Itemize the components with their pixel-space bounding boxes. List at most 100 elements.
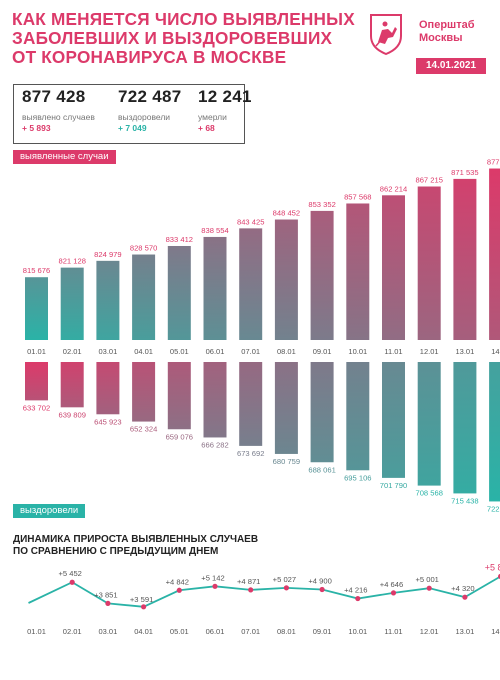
- dynamics-date-label: 07.01: [241, 627, 260, 636]
- cases-bar: [310, 210, 334, 340]
- dynamics-date-label: 08.01: [277, 627, 296, 636]
- stat-deaths: 12 241 умерли + 68: [198, 87, 252, 133]
- cases-value-label: 843 425: [237, 217, 264, 226]
- recovered-value-label: 673 692: [237, 449, 264, 458]
- dynamics-point: [283, 585, 289, 591]
- org-line-1: Оперштаб: [419, 19, 475, 31]
- recovered-bar: [96, 362, 120, 415]
- moscow-coat-of-arms-icon: [370, 14, 402, 56]
- title-line-2: ЗАБОЛЕВШИХ И ВЫЗДОРОВЕВШИХ: [12, 28, 333, 48]
- cases-value-label: 857 568: [344, 192, 371, 201]
- dynamics-point: [212, 583, 218, 589]
- dynamics-point: [462, 594, 468, 600]
- recovered-value-label: 652 324: [130, 425, 157, 434]
- cases-value-label: 848 452: [273, 209, 300, 218]
- recovered-value-label: 708 568: [415, 489, 442, 498]
- cases-value-label: 838 554: [201, 226, 228, 235]
- dynamics-point: [319, 586, 325, 593]
- recovered-bar: [346, 362, 370, 471]
- recovered-value-label: 666 282: [201, 440, 228, 449]
- recovered-bar: [203, 362, 227, 438]
- recovered-bar: [239, 362, 263, 446]
- dynamics-point: [248, 587, 254, 593]
- recovered-bar: [274, 362, 298, 454]
- org-line-2: Москвы: [419, 32, 463, 44]
- cases-bar: [274, 219, 298, 340]
- cases-bar: [60, 267, 84, 340]
- dynamics-point: [355, 595, 361, 602]
- title-line-3: ОТ КОРОНАВИРУСА В МОСКВЕ: [12, 47, 287, 67]
- cases-value-label: 871 535: [451, 168, 478, 177]
- cases-date-label: 02.01: [63, 347, 82, 356]
- cases-date-label: 01.01: [27, 347, 46, 356]
- stat-cases-value: 877 428: [22, 87, 86, 106]
- recovered-value-label: 722 487: [487, 504, 500, 513]
- dynamics-value-label: +4 900: [308, 577, 331, 586]
- cases-date-label: 06.01: [206, 347, 225, 356]
- dynamics-value-label: +5 001: [415, 575, 438, 584]
- dynamics-value-label: +3 591: [130, 595, 153, 604]
- cases-bar: [382, 195, 405, 340]
- stat-recovered-delta: + 7 049: [118, 123, 147, 133]
- dynamics-value-label: +4 216: [344, 586, 367, 595]
- recovered-value-label: 695 106: [344, 473, 371, 482]
- dynamics-value-label: +3 851: [94, 590, 117, 599]
- stat-cases-label: выявлено случаев: [22, 112, 95, 122]
- stat-deaths-value: 12 241: [198, 87, 252, 106]
- cases-date-label: 11.01: [384, 347, 402, 356]
- recovered-bar: [417, 362, 441, 486]
- cases-date-label: 03.01: [99, 347, 118, 356]
- dynamics-point: [105, 600, 111, 606]
- dynamics-line: [28, 575, 500, 608]
- stat-recovered-value: 722 487: [118, 87, 182, 106]
- dynamics-date-label: 05.01: [170, 627, 189, 636]
- dynamics-date-label: 09.01: [313, 627, 332, 636]
- dynamics-point: [390, 590, 397, 596]
- recovered-value-label: 680 759: [273, 457, 300, 466]
- cases-value-label: 821 128: [58, 257, 85, 266]
- cases-value-label: 833 412: [166, 235, 193, 244]
- dynamics-title: ДИНАМИКА ПРИРОСТА ВЫЯВЛЕННЫХ СЛУЧАЕВ ПО …: [13, 534, 258, 558]
- dynamics-value-label: +4 320: [451, 584, 474, 593]
- cases-date-label: 13.01: [456, 347, 475, 356]
- dynamics-date-label: 01.01: [27, 627, 46, 636]
- dynamics-point: [69, 579, 75, 585]
- cases-value-label: 867 215: [415, 176, 442, 185]
- cases-value-label: 815 676: [23, 266, 50, 275]
- cases-bar: [132, 254, 156, 340]
- stat-cases: 877 428 выявлено случаев + 5 893: [22, 87, 95, 133]
- dynamics-date-label: 13.01: [456, 627, 475, 636]
- recovered-bar: [132, 362, 156, 422]
- cases-date-label: 12.01: [420, 347, 439, 356]
- dynamics-date-label: 14.01: [491, 627, 500, 636]
- dynamics-value-label: +5 893: [485, 562, 500, 572]
- recovered-badge: выздоровели: [13, 504, 86, 518]
- cases-bar: [25, 277, 48, 340]
- cases-bar: [346, 203, 370, 340]
- dynamics-date-label: 11.01: [384, 627, 402, 636]
- cases-value-label: 828 570: [130, 244, 157, 253]
- dynamics-value-label: +4 842: [166, 577, 189, 586]
- stat-deaths-delta: + 68: [198, 123, 215, 133]
- dynamics-title-line-1: ДИНАМИКА ПРИРОСТА ВЫЯВЛЕННЫХ СЛУЧАЕВ: [13, 534, 259, 545]
- dynamics-date-label: 10.01: [348, 627, 367, 636]
- cases-value-label: 824 979: [94, 250, 121, 259]
- recovered-value-label: 639 809: [58, 410, 85, 419]
- recovered-value-label: 659 076: [166, 432, 193, 441]
- cases-date-label: 08.01: [277, 347, 296, 356]
- cases-date-label: 07.01: [241, 347, 260, 356]
- stat-deaths-label: умерли: [198, 112, 227, 122]
- dynamics-date-label: 12.01: [420, 627, 439, 636]
- cases-date-label: 04.01: [134, 347, 153, 356]
- cases-bar: [417, 186, 441, 340]
- cases-date-label: 14.01: [491, 347, 500, 356]
- dynamics-date-label: 06.01: [206, 627, 225, 636]
- cases-value-label: 862 214: [380, 184, 407, 193]
- cases-bar: [239, 228, 263, 340]
- dynamics-date-label: 04.01: [134, 627, 153, 636]
- recovered-value-label: 645 923: [94, 417, 121, 426]
- recovered-bar: [25, 362, 48, 401]
- dynamics-date-label: 03.01: [99, 627, 118, 636]
- recovered-bar: [60, 362, 84, 408]
